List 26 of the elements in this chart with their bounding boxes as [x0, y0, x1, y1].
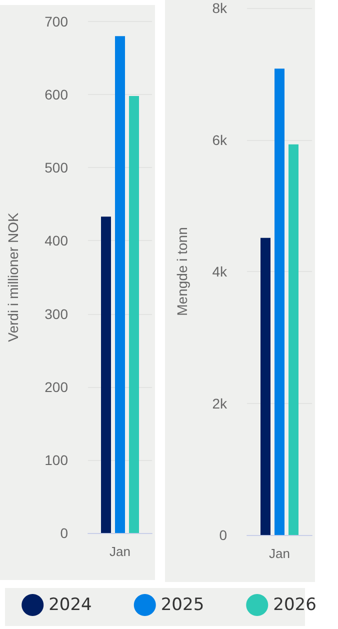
y-tick-label: 500 — [44, 160, 68, 176]
legend-label: 2026 — [273, 595, 316, 615]
y-tick-label: 700 — [44, 14, 68, 30]
y-tick-label: 600 — [44, 86, 68, 103]
bar — [260, 238, 270, 535]
x-tick-label: Jan — [110, 544, 130, 559]
y-tick-label: 4k — [212, 264, 228, 280]
y-axis-title: Verdi i millioner NOK — [5, 212, 21, 342]
x-tick-label: Jan — [269, 546, 290, 561]
y-tick-label: 400 — [44, 232, 68, 249]
bar — [274, 68, 284, 535]
y-tick-label: 300 — [44, 306, 68, 322]
bar — [288, 144, 298, 535]
bar — [129, 96, 139, 533]
legend-label: 2024 — [48, 595, 92, 615]
y-tick-label: 200 — [44, 378, 68, 395]
y-tick-label: 8k — [212, 0, 228, 16]
y-axis-title: Mengde i tonn — [174, 227, 190, 316]
y-tick-label: 100 — [44, 452, 68, 468]
bar — [101, 216, 111, 533]
y-tick-label: 0 — [219, 527, 228, 543]
legend-label: 2025 — [160, 595, 204, 615]
y-tick-label: 6k — [212, 132, 228, 148]
y-tick-label: 2k — [212, 395, 228, 412]
y-tick-label: 0 — [60, 525, 68, 541]
bar — [115, 36, 125, 533]
